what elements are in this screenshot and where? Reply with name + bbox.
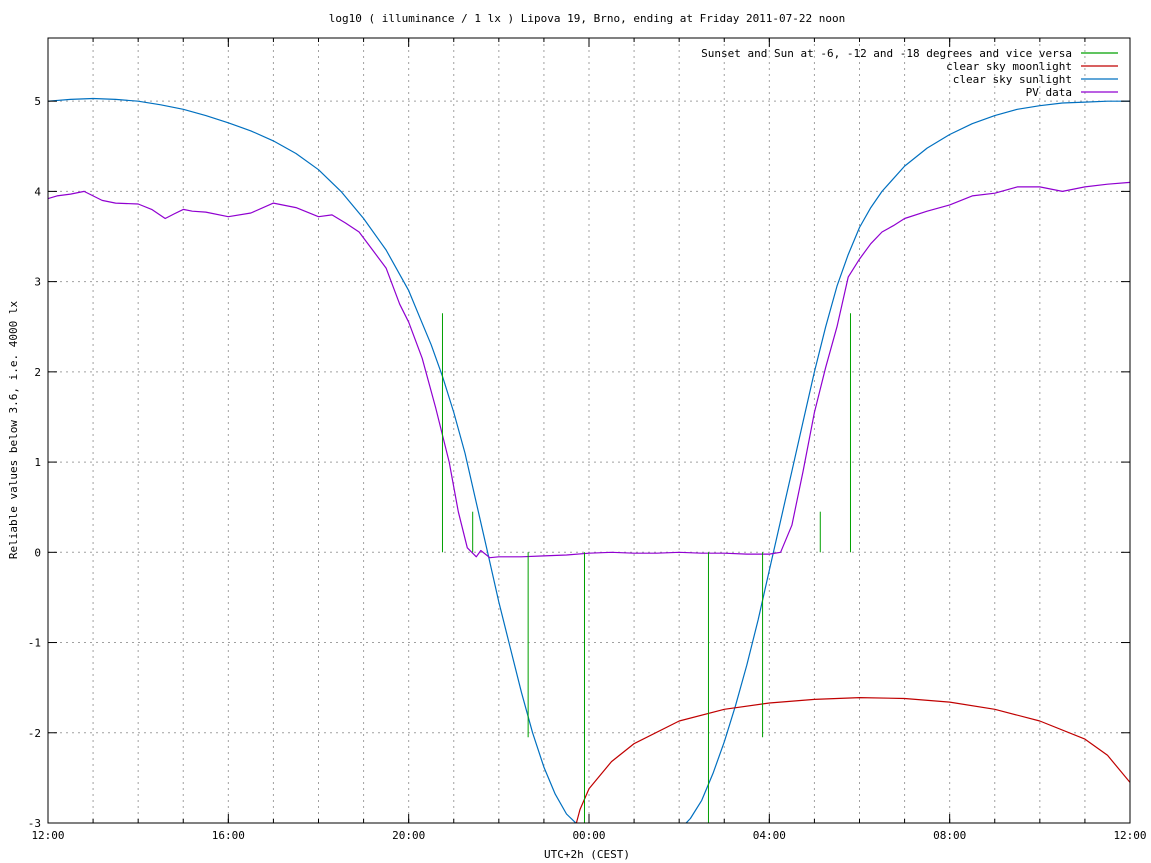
x-tick-label: 16:00 — [212, 829, 245, 842]
grid — [48, 38, 1130, 823]
legend-label: clear sky sunlight — [953, 73, 1072, 86]
ticks: 12:00 16:00 20:00 00:00 04:00 08:00 12:00-3-2-… — [28, 38, 1147, 842]
x-tick-label: 20:00 — [392, 829, 425, 842]
legend-label: clear sky moonlight — [946, 60, 1072, 73]
chart-title: log10 ( illuminance / 1 lx ) Lipova 19, … — [329, 12, 846, 25]
y-tick-label: 1 — [34, 456, 41, 469]
y-tick-label: -3 — [28, 817, 41, 830]
series-3-line — [48, 181, 1130, 559]
y-tick-label: 2 — [34, 366, 41, 379]
y-tick-label: 4 — [34, 185, 41, 198]
x-axis-label: UTC+2h (CEST) — [544, 848, 630, 861]
x-tick-label: 08:00 — [933, 829, 966, 842]
legend: Sunset and Sun at -6, -12 and -18 degree… — [701, 47, 1118, 99]
y-axis-label: Reliable values below 3.6, i.e. 4000 lx — [7, 300, 20, 559]
legend-label: PV data — [1026, 86, 1072, 99]
x-tick-label: 04:00 — [753, 829, 786, 842]
y-tick-label: 5 — [34, 95, 41, 108]
y-tick-label: -1 — [28, 637, 41, 650]
series-layer — [48, 97, 1130, 823]
series-1-line — [575, 696, 1130, 823]
x-tick-label: 12:00 — [31, 829, 64, 842]
legend-label: Sunset and Sun at -6, -12 and -18 degree… — [701, 47, 1072, 60]
y-tick-label: 3 — [34, 276, 41, 289]
x-tick-label: 00:00 — [572, 829, 605, 842]
y-tick-label: -2 — [28, 727, 41, 740]
x-tick-label: 12:00 — [1113, 829, 1146, 842]
y-tick-label: 0 — [34, 546, 41, 559]
series-2-line — [48, 97, 1130, 823]
